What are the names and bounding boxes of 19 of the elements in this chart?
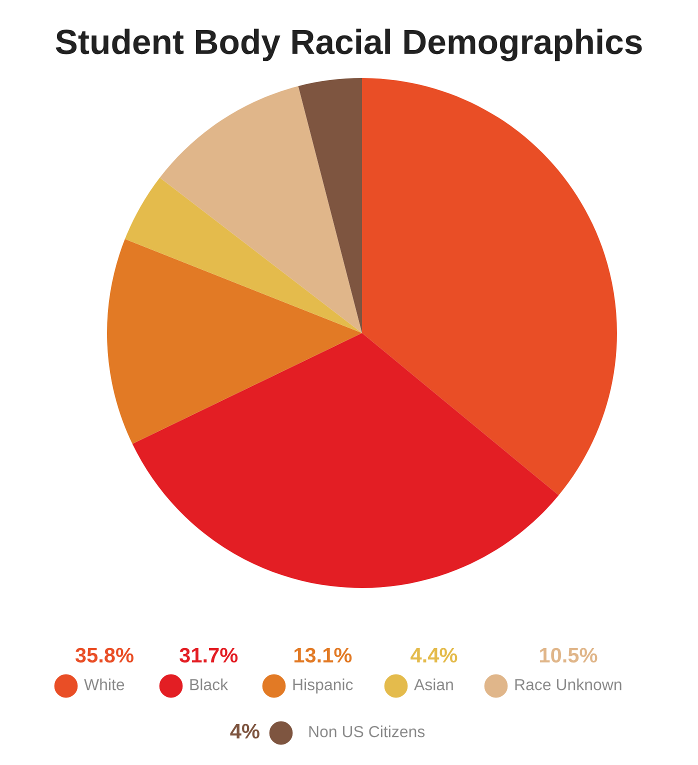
data-label: 4% [230, 724, 260, 739]
pie-slice [362, 78, 617, 496]
legend-label: Non US Citizens [309, 726, 425, 738]
data-label: 35.8% [75, 648, 134, 663]
data-label: 13.1% [294, 648, 352, 663]
pie-slice [124, 178, 362, 333]
data-label: 31.7% [180, 648, 238, 663]
pie-slice [107, 239, 362, 444]
chart-title: Student Body Racial Demographics [56, 28, 642, 62]
data-label: 10.5% [540, 648, 598, 663]
data-label: 4.4% [410, 648, 458, 663]
legend-label: White [84, 678, 124, 690]
legend-label: Black [190, 678, 228, 690]
legend-label: Race Unknown [515, 678, 622, 690]
legend-label: Asian [414, 678, 453, 690]
pie-slice [298, 78, 362, 333]
legend-label: Hispanic [293, 678, 353, 694]
pie-slice [160, 86, 362, 333]
pie-slice [132, 333, 559, 588]
